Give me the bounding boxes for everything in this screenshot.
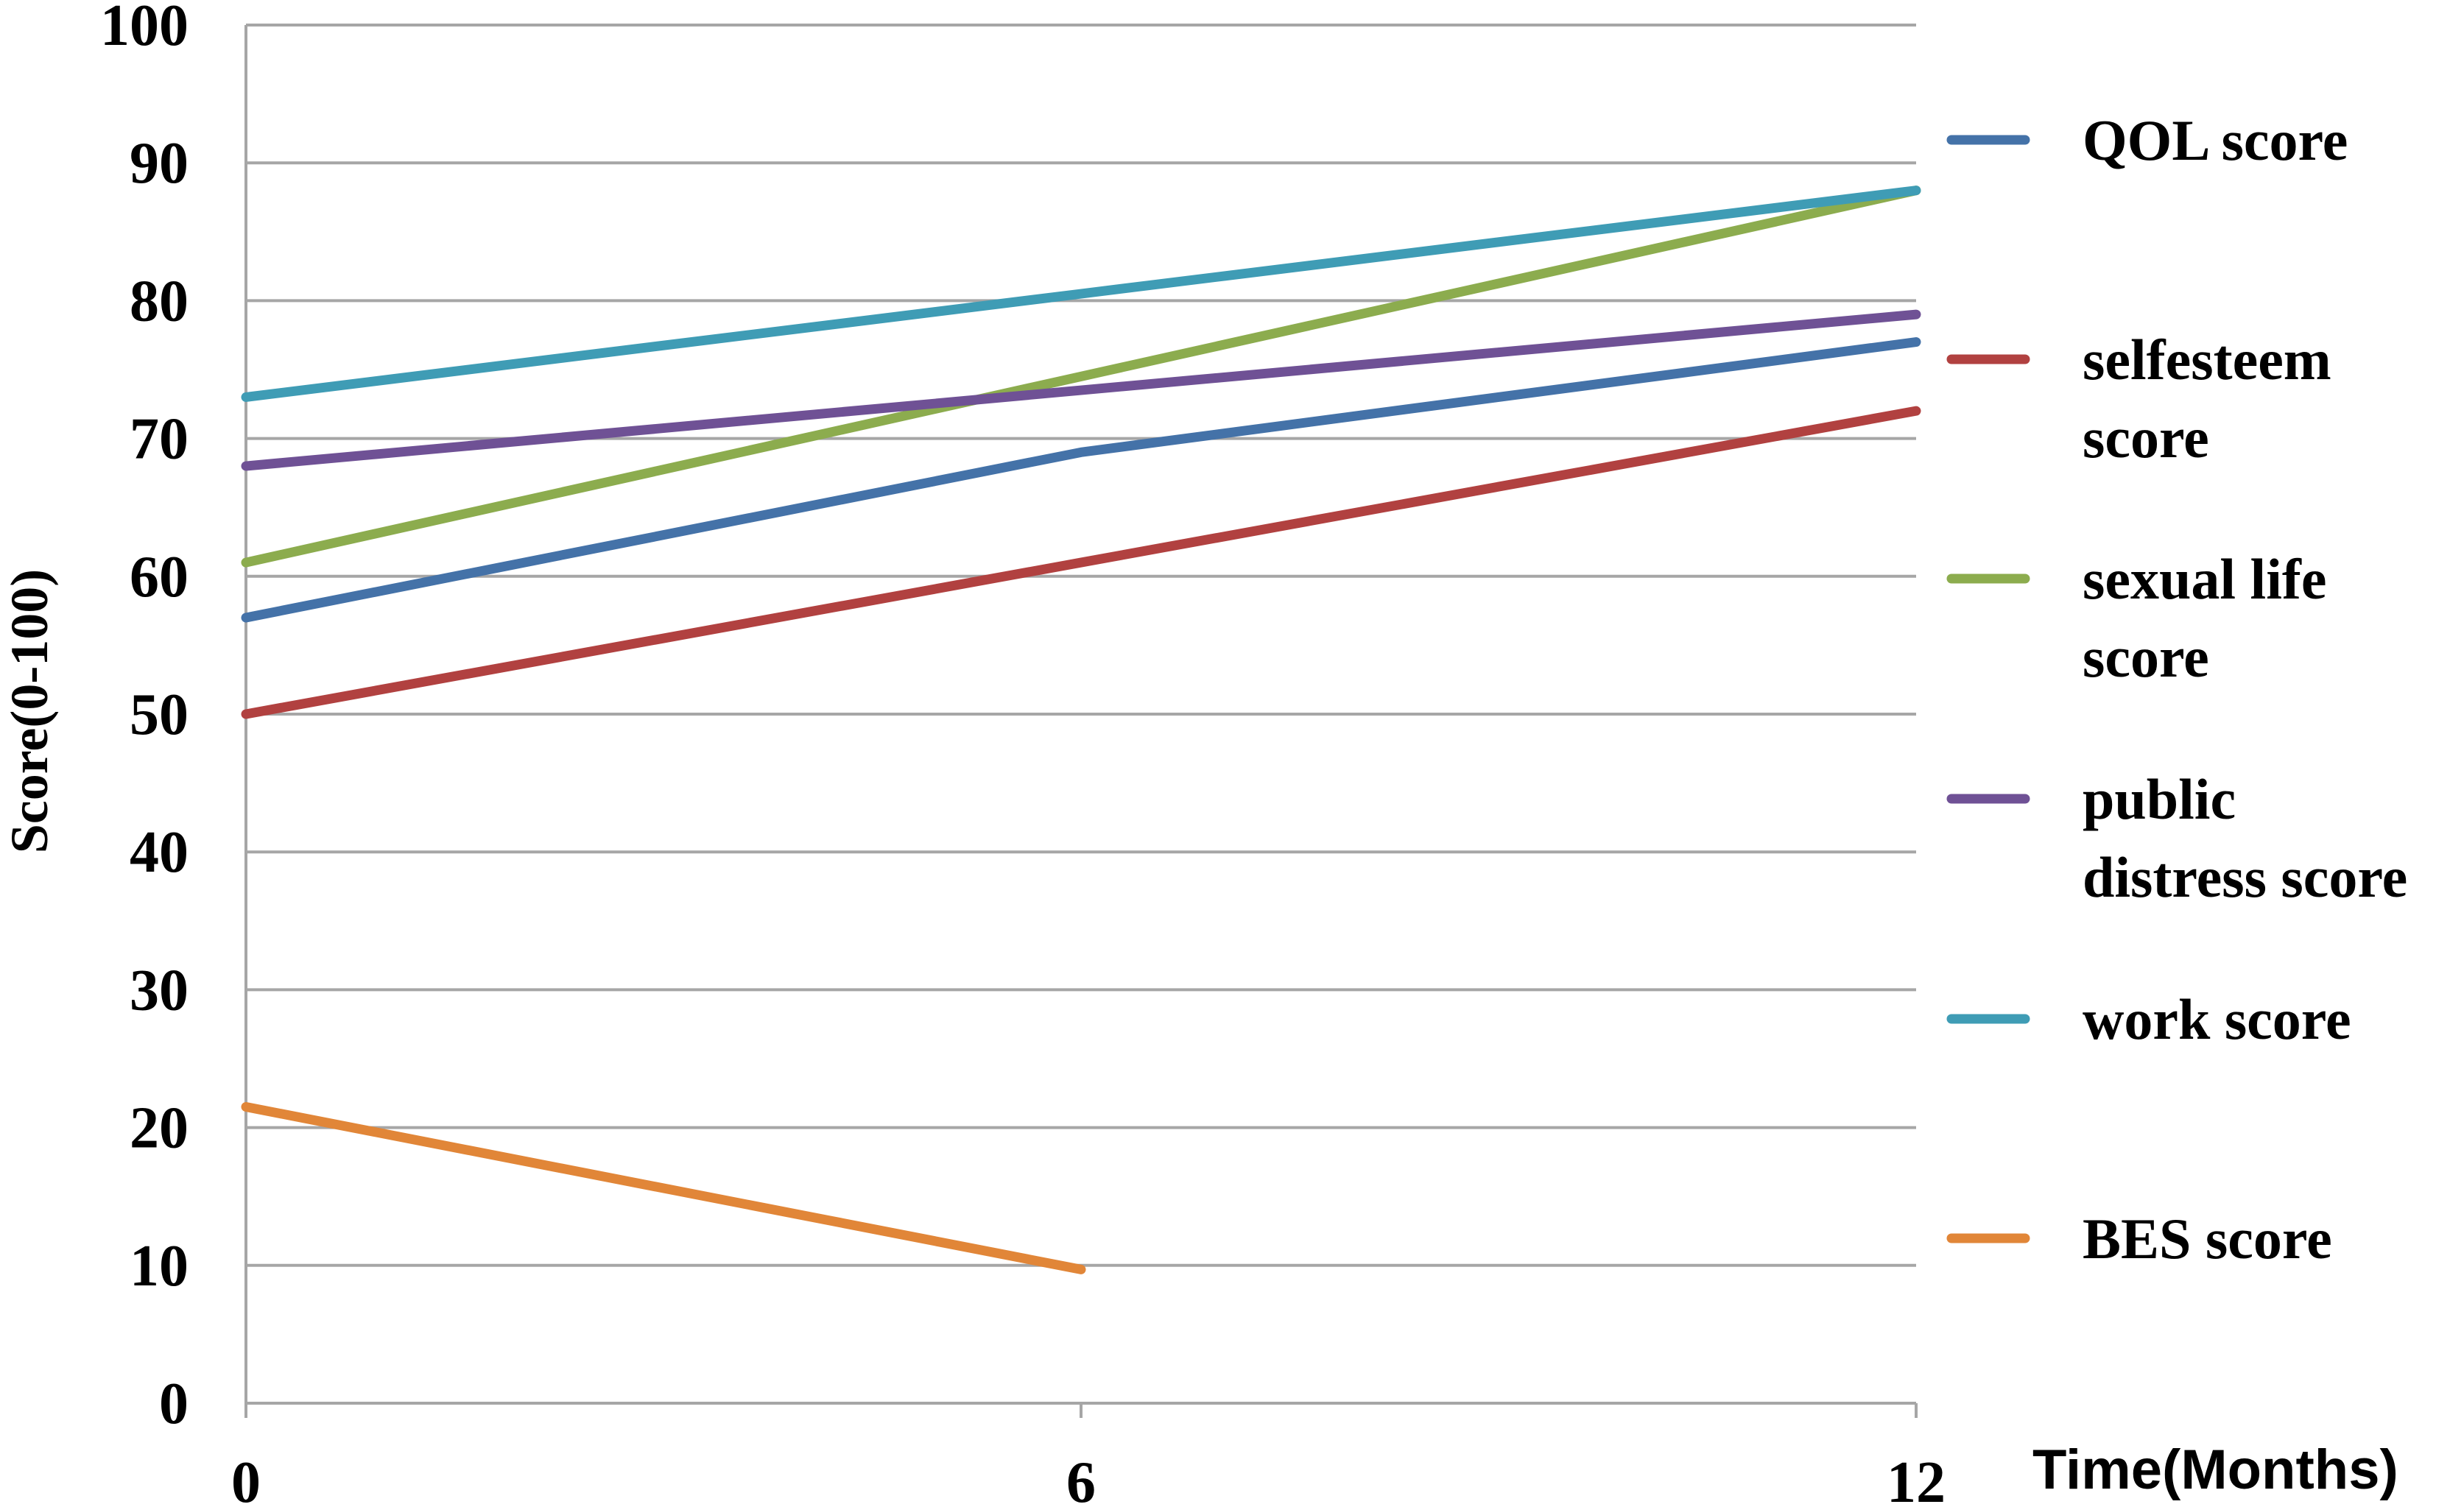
x-tick-label: 0 — [231, 1450, 261, 1507]
y-axis-title: Score(0-100) — [0, 569, 59, 854]
axes — [244, 25, 1918, 1418]
y-tick-label: 100 — [100, 0, 189, 58]
y-tick-label: 40 — [130, 820, 189, 885]
y-tick-label: 50 — [130, 682, 189, 747]
series-line — [241, 337, 1921, 623]
legend-label: QOL score — [2083, 108, 2348, 172]
y-tick-label: 70 — [130, 407, 189, 472]
x-tick-labels: 0 6 12 — [231, 1450, 1946, 1507]
legend-label: work score — [2083, 987, 2351, 1051]
y-tick-label: 30 — [130, 958, 189, 1023]
legend-label: BES score — [2083, 1207, 2332, 1271]
series-line — [241, 309, 1921, 471]
y-tick-label: 90 — [130, 131, 189, 196]
y-tick-labels: 0 10 20 30 40 50 60 70 80 90 100 — [100, 0, 189, 1436]
legend-label: public — [2083, 767, 2236, 831]
y-tick-label: 80 — [130, 269, 189, 333]
y-tick-label: 20 — [130, 1096, 189, 1161]
x-tick-label: 6 — [1066, 1450, 1096, 1507]
series-lines — [241, 186, 1921, 1274]
legend-label: distress score — [2083, 845, 2407, 909]
legend-label: score — [2083, 625, 2209, 689]
series-line — [241, 406, 1921, 719]
series-line — [241, 186, 1921, 568]
legend-label: sexual life — [2083, 547, 2326, 611]
legend-label: selfesteem — [2083, 328, 2331, 392]
y-tick-label: 60 — [130, 545, 189, 610]
y-tick-label: 10 — [130, 1234, 189, 1299]
series-line — [241, 1102, 1086, 1274]
gridlines — [246, 24, 1916, 1267]
series-line — [241, 186, 1921, 402]
x-tick-label: 12 — [1887, 1450, 1946, 1507]
legend: QOL score selfesteem score sexual life score… — [1946, 108, 2407, 1271]
y-tick-label: 0 — [159, 1372, 189, 1436]
legend-label: score — [2083, 406, 2209, 470]
x-axis-title: Time(Months) — [2032, 1439, 2398, 1501]
